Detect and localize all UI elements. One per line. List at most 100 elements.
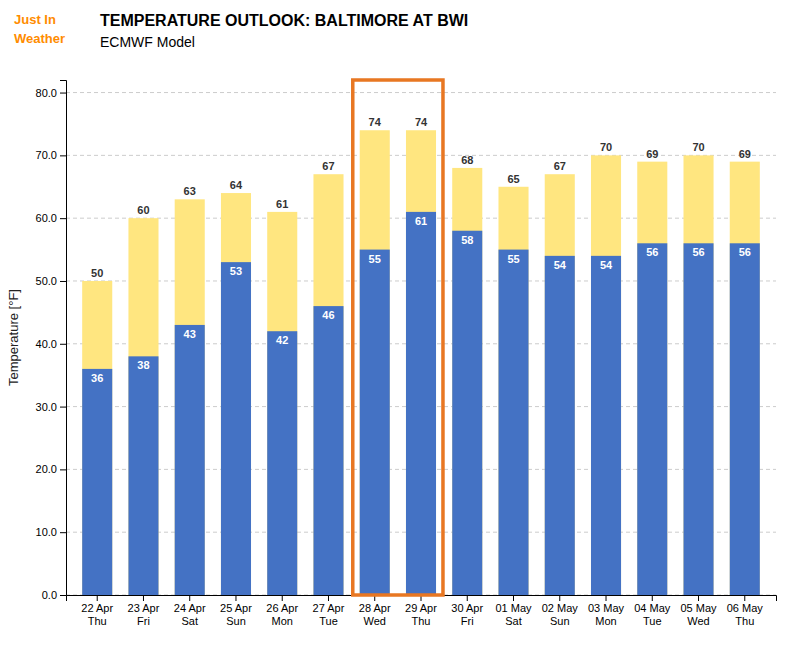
bar	[730, 162, 760, 595]
tick-label: 26 AprMon	[266, 602, 298, 627]
tick-mark	[60, 218, 66, 219]
tick-label: 50.0	[36, 275, 57, 287]
tick-mark	[60, 532, 66, 533]
bar	[637, 162, 667, 595]
tick-label: 06 MayThu	[727, 602, 764, 627]
tick-mark	[60, 93, 66, 94]
tick-mark	[60, 595, 66, 596]
data-label: 70	[692, 141, 704, 153]
tick-label: 04 MayTue	[634, 602, 671, 627]
tick-label: 40.0	[36, 338, 57, 350]
tick-label: 20.0	[36, 463, 57, 475]
tick-label: 05 MayWed	[680, 602, 717, 627]
tick-mark	[60, 469, 66, 470]
highlight-box	[353, 80, 443, 595]
grid	[66, 93, 776, 595]
data-label: 61	[415, 215, 427, 227]
tick-label: 24 AprSat	[174, 602, 206, 627]
tick: 22 AprThu	[81, 595, 113, 627]
tick-label: 01 MaySat	[495, 602, 532, 627]
data-label: 69	[739, 148, 751, 160]
tick-mark	[467, 595, 468, 601]
tick-label: 28 AprWed	[359, 602, 391, 627]
data-label: 46	[322, 309, 334, 321]
data-label: 36	[91, 372, 103, 384]
data-label: 64	[230, 179, 243, 191]
subtitle: ECMWF Model	[100, 34, 195, 50]
tick: 03 MayMon	[588, 595, 625, 627]
tick: 30.0	[36, 401, 66, 413]
tick-label: 29 AprThu	[405, 602, 437, 627]
tick-mark	[60, 344, 66, 345]
bar	[545, 174, 575, 595]
data-label: 38	[137, 359, 149, 371]
series	[82, 130, 760, 595]
tick: 26 AprMon	[266, 595, 298, 627]
tick-label: 30.0	[36, 401, 57, 413]
tick: 70.0	[36, 149, 66, 161]
tick: 28 AprWed	[359, 595, 391, 627]
bars	[82, 130, 760, 595]
tick: 01 MaySat	[495, 595, 532, 627]
tick-label: 80.0	[36, 87, 57, 99]
bar	[406, 212, 436, 595]
tick: 60.0	[36, 212, 66, 224]
tick-mark	[559, 595, 560, 601]
series	[82, 212, 760, 595]
bar	[82, 369, 112, 595]
data-label: 68	[461, 154, 473, 166]
tick-mark	[328, 595, 329, 601]
bar	[128, 356, 158, 595]
tick-mark	[60, 155, 66, 156]
data-label: 42	[276, 334, 288, 346]
data-label: 56	[739, 246, 751, 258]
bar	[313, 174, 343, 595]
tick: 40.0	[36, 338, 66, 350]
data-label: 56	[646, 246, 658, 258]
data-label: 56	[692, 246, 704, 258]
chart: Just InWeatherTEMPERATURE OUTLOOK: BALTI…	[0, 0, 800, 647]
tick-mark	[60, 407, 66, 408]
tick-label: 10.0	[36, 526, 57, 538]
data-label: 69	[646, 148, 658, 160]
data-label: 55	[369, 253, 381, 265]
tick-mark	[698, 595, 699, 601]
data-label: 50	[91, 267, 103, 279]
tick: 10.0	[36, 526, 66, 538]
bar	[267, 331, 297, 595]
tick: 24 AprSat	[174, 595, 206, 627]
bar	[545, 256, 575, 595]
data-label: 65	[507, 173, 519, 185]
tick: 05 MayWed	[680, 595, 717, 627]
bar	[360, 130, 390, 595]
plot: 0.0 10.0 20.0 30.0 40.0 50.0 60.0 70.0 80.0 22 Ap…	[36, 80, 777, 627]
bar	[128, 218, 158, 595]
data-labels: 5060636461677474686567706970693638435342…	[91, 116, 751, 384]
bar	[82, 281, 112, 595]
data-label: 54	[554, 259, 567, 271]
grid-line	[66, 92, 776, 93]
bar	[591, 256, 621, 595]
bar	[175, 199, 205, 595]
tick-mark	[189, 595, 190, 601]
data-label: 67	[554, 160, 566, 172]
tick-label: 27 AprTue	[313, 602, 345, 627]
tick-label: 0.0	[42, 589, 57, 601]
y-axis: 0.0 10.0 20.0 30.0 40.0 50.0 60.0 70.0 80.0	[36, 81, 67, 602]
bar	[591, 155, 621, 595]
bar	[360, 250, 390, 595]
data-label: 70	[600, 141, 612, 153]
tick-mark	[97, 595, 98, 601]
tick-label: 22 AprThu	[81, 602, 113, 627]
data-label: 61	[276, 198, 288, 210]
data-label: 67	[322, 160, 334, 172]
bar	[498, 187, 528, 595]
bar	[452, 168, 482, 595]
bar	[730, 243, 760, 595]
tick: 04 MayTue	[634, 595, 671, 627]
annotation: Weather	[14, 31, 65, 46]
tick-mark	[606, 595, 607, 601]
tick: 25 AprSun	[220, 595, 252, 627]
bar	[683, 155, 713, 595]
tick: 06 MayThu	[727, 595, 764, 627]
